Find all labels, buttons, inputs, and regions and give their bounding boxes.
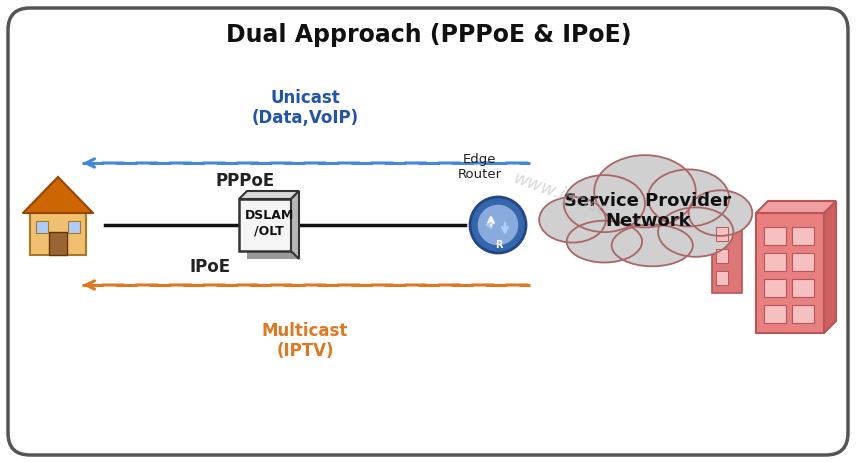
- FancyBboxPatch shape: [36, 221, 48, 233]
- Polygon shape: [756, 201, 836, 213]
- Ellipse shape: [595, 155, 696, 227]
- Text: Multicast
(IPTV): Multicast (IPTV): [262, 322, 348, 360]
- FancyBboxPatch shape: [792, 305, 814, 323]
- Circle shape: [477, 204, 519, 246]
- FancyBboxPatch shape: [764, 279, 786, 297]
- Text: DSLAM
/OLT: DSLAM /OLT: [245, 209, 293, 237]
- Text: Dual Approach (PPPoE & IPoE): Dual Approach (PPPoE & IPoE): [227, 23, 631, 47]
- FancyBboxPatch shape: [30, 213, 86, 255]
- FancyBboxPatch shape: [764, 253, 786, 271]
- Ellipse shape: [566, 221, 642, 263]
- Ellipse shape: [688, 190, 752, 236]
- FancyBboxPatch shape: [792, 227, 814, 245]
- Ellipse shape: [658, 207, 734, 257]
- Text: Unicast
(Data,VoIP): Unicast (Data,VoIP): [251, 88, 359, 127]
- FancyBboxPatch shape: [792, 279, 814, 297]
- Polygon shape: [23, 177, 93, 213]
- Ellipse shape: [539, 197, 606, 243]
- Text: R: R: [495, 240, 503, 250]
- FancyBboxPatch shape: [764, 227, 786, 245]
- Text: IPoE: IPoE: [190, 258, 231, 276]
- Polygon shape: [291, 191, 299, 259]
- FancyBboxPatch shape: [756, 213, 824, 333]
- FancyBboxPatch shape: [716, 249, 728, 263]
- FancyBboxPatch shape: [792, 253, 814, 271]
- Polygon shape: [824, 201, 836, 333]
- FancyBboxPatch shape: [716, 271, 728, 285]
- FancyBboxPatch shape: [764, 305, 786, 323]
- FancyBboxPatch shape: [712, 213, 742, 293]
- Circle shape: [470, 197, 526, 253]
- Text: www.ipcısc: www.ipcısc: [511, 169, 610, 220]
- Ellipse shape: [564, 175, 645, 232]
- FancyBboxPatch shape: [239, 199, 291, 251]
- Polygon shape: [239, 191, 299, 199]
- FancyBboxPatch shape: [68, 221, 80, 233]
- FancyBboxPatch shape: [247, 207, 299, 259]
- FancyBboxPatch shape: [8, 8, 848, 455]
- FancyBboxPatch shape: [716, 227, 728, 241]
- Text: Service Provider
Network: Service Provider Network: [565, 192, 732, 231]
- Text: PPPoE: PPPoE: [215, 172, 275, 190]
- Text: Edge
Router: Edge Router: [458, 153, 502, 181]
- Ellipse shape: [648, 169, 729, 226]
- FancyBboxPatch shape: [49, 232, 67, 255]
- Ellipse shape: [612, 225, 693, 266]
